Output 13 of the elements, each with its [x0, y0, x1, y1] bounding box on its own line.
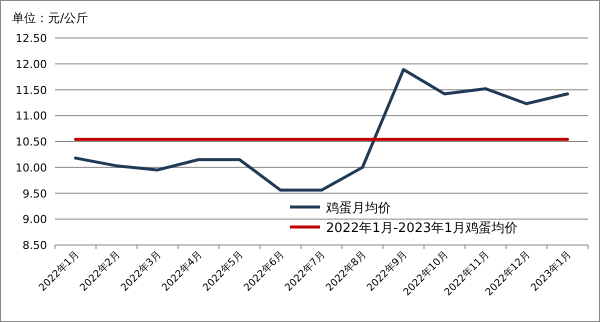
line-series [74, 68, 569, 192]
legend-label: 鸡蛋月均价 [325, 201, 391, 216]
legend-label: 2022年1月-2023年1月鸡蛋均价 [326, 221, 518, 236]
y-tick-label: 9.00 [22, 213, 47, 226]
y-tick-label: 12.00 [16, 58, 47, 71]
y-tick-label: 12.50 [16, 32, 47, 45]
y-tick-label: 8.50 [22, 239, 47, 252]
y-tick-label: 11.50 [16, 84, 47, 97]
y-tick-label: 11.00 [16, 110, 47, 123]
y-axis-title: 单位：元/公斤 [12, 11, 88, 25]
y-tick-label: 10.50 [16, 136, 47, 148]
y-tick-label: 10.00 [16, 161, 47, 174]
y-tick-label: 9.50 [22, 187, 47, 200]
